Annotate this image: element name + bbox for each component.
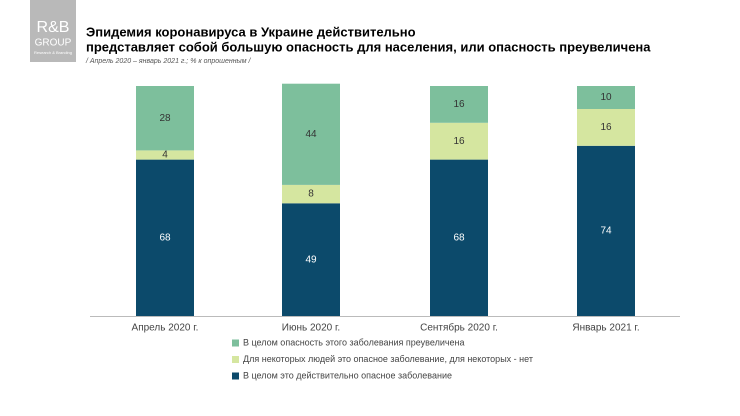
legend-swatch <box>232 339 239 347</box>
legend-swatch <box>232 356 239 363</box>
data-label: 8 <box>308 189 314 200</box>
data-label: 44 <box>305 129 317 140</box>
bar-segment <box>577 86 635 109</box>
bar-segment <box>430 122 488 160</box>
chart-title: Эпидемия коронавируса в Украине действит… <box>86 24 416 39</box>
logo-box <box>30 0 76 62</box>
logo-text: Research & Branding <box>34 50 72 55</box>
bar-segment <box>577 109 635 146</box>
legend-swatch <box>232 372 239 380</box>
data-label: 49 <box>305 254 317 265</box>
data-label: 10 <box>600 92 612 103</box>
data-label: 28 <box>159 113 171 124</box>
data-label: 16 <box>600 122 612 133</box>
bar-segment <box>577 145 635 316</box>
x-tick-label: Сентябрь 2020 г. <box>420 322 498 334</box>
x-tick-label: Июнь 2020 г. <box>282 323 340 334</box>
legend-label: В целом это действительно опасное заболе… <box>243 370 452 380</box>
bar-segment <box>282 83 340 185</box>
chart-subtitle: / Апрель 2020 – январь 2021 г.; % к опро… <box>85 58 251 65</box>
bar-segment <box>282 203 340 316</box>
bar-segment <box>430 86 488 123</box>
data-label: 16 <box>453 99 465 110</box>
legend-label: Для некоторых людей это опасное заболева… <box>243 354 533 364</box>
bar-segment <box>136 150 194 160</box>
data-label: 74 <box>600 226 612 237</box>
data-label: 4 <box>162 150 168 161</box>
data-label: 68 <box>159 232 171 243</box>
bar-segment <box>136 159 194 316</box>
logo-text: GROUP <box>35 38 72 49</box>
bar-segment <box>136 86 194 151</box>
chart-title: представляет собой большую опасность для… <box>86 39 651 54</box>
data-label: 68 <box>453 232 465 243</box>
legend-label: В целом опасность этого заболевания преу… <box>243 337 465 347</box>
x-tick-label: Январь 2021 г. <box>572 323 639 334</box>
bar-segment <box>430 159 488 316</box>
data-label: 16 <box>453 136 465 147</box>
logo-text: R&B <box>37 19 70 36</box>
bar-segment <box>282 184 340 204</box>
x-tick-label: Апрель 2020 г. <box>132 323 199 334</box>
